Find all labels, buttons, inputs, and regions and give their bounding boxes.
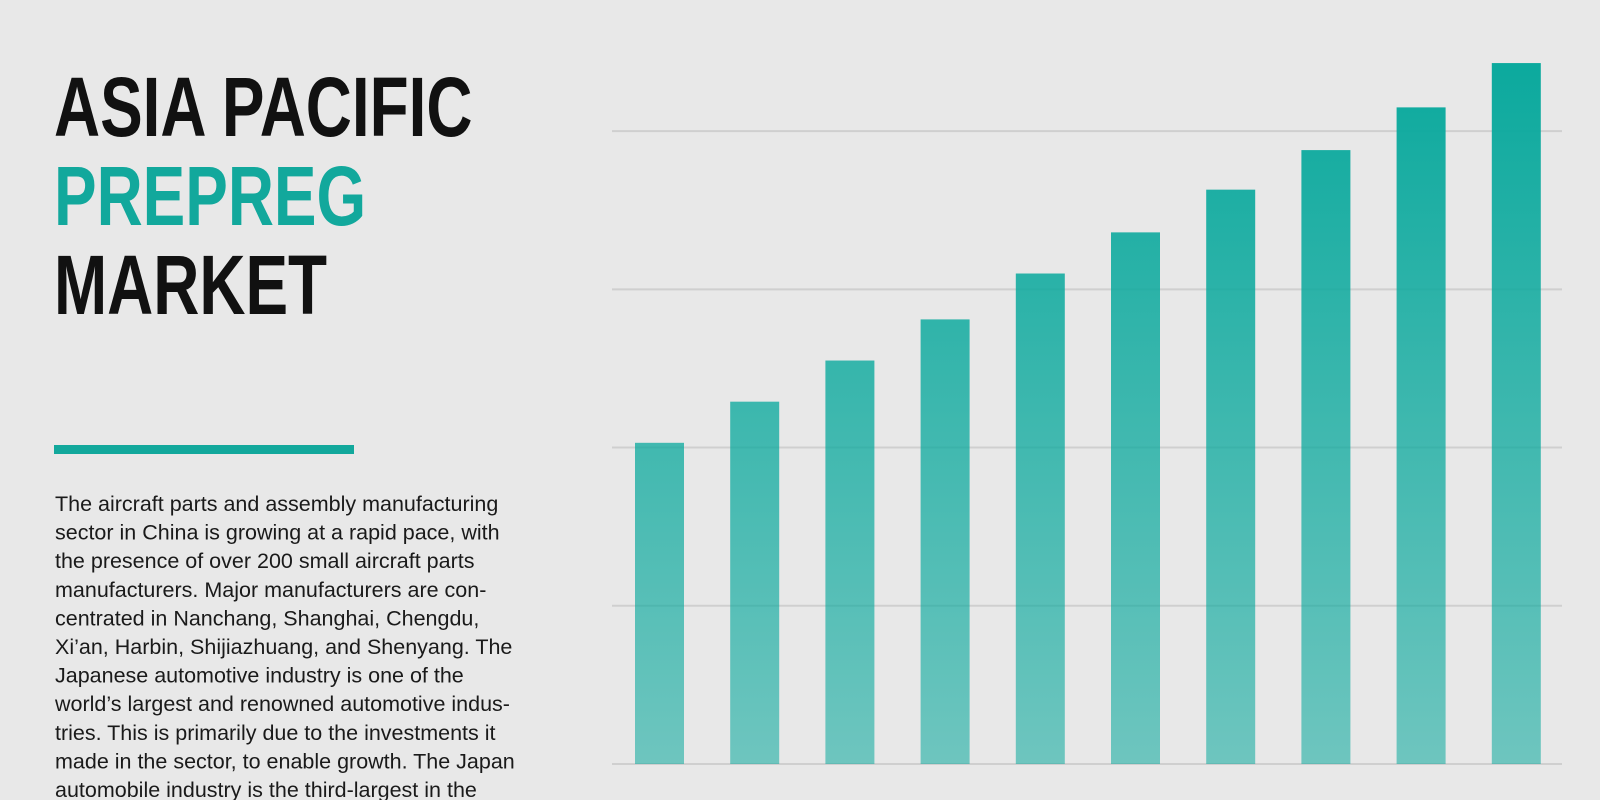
body-line: The aircraft parts and assembly manufact… (55, 492, 498, 516)
body-line: the presence of over 200 small aircraft … (55, 549, 474, 573)
body-line: automobile industry is the third-largest… (55, 778, 477, 800)
bar (825, 360, 875, 764)
body-line: manufacturers. Major manufacturers are c… (55, 578, 486, 602)
bar (1301, 150, 1351, 764)
title-line: PREPREG (54, 148, 366, 243)
title-line: ASIA PACIFIC (54, 59, 472, 154)
body-line: Japanese automotive industry is one of t… (55, 664, 464, 688)
bar (1396, 107, 1446, 764)
body-line: tries. This is primarily due to the inve… (55, 721, 496, 745)
title-line: MARKET (54, 237, 327, 332)
bar (1206, 189, 1256, 765)
body-text: The aircraft parts and assembly manufact… (54, 492, 515, 800)
body-line: centrated in Nanchang, Shanghai, Chengdu… (55, 606, 479, 630)
bar (730, 401, 780, 764)
bar (1111, 232, 1160, 764)
bar (1491, 63, 1541, 764)
bar (920, 319, 970, 764)
body-line: made in the sector, to enable growth. Th… (55, 749, 515, 773)
chart (612, 63, 1562, 765)
body-line: world’s largest and renowned automotive … (54, 692, 510, 716)
bar (635, 442, 684, 764)
body-line: sector in China is growing at a rapid pa… (55, 521, 500, 545)
body-line: Xi’an, Harbin, Shijiazhuang, and Shenyan… (55, 635, 512, 659)
accent-bar (54, 445, 354, 454)
bar (1015, 273, 1065, 764)
